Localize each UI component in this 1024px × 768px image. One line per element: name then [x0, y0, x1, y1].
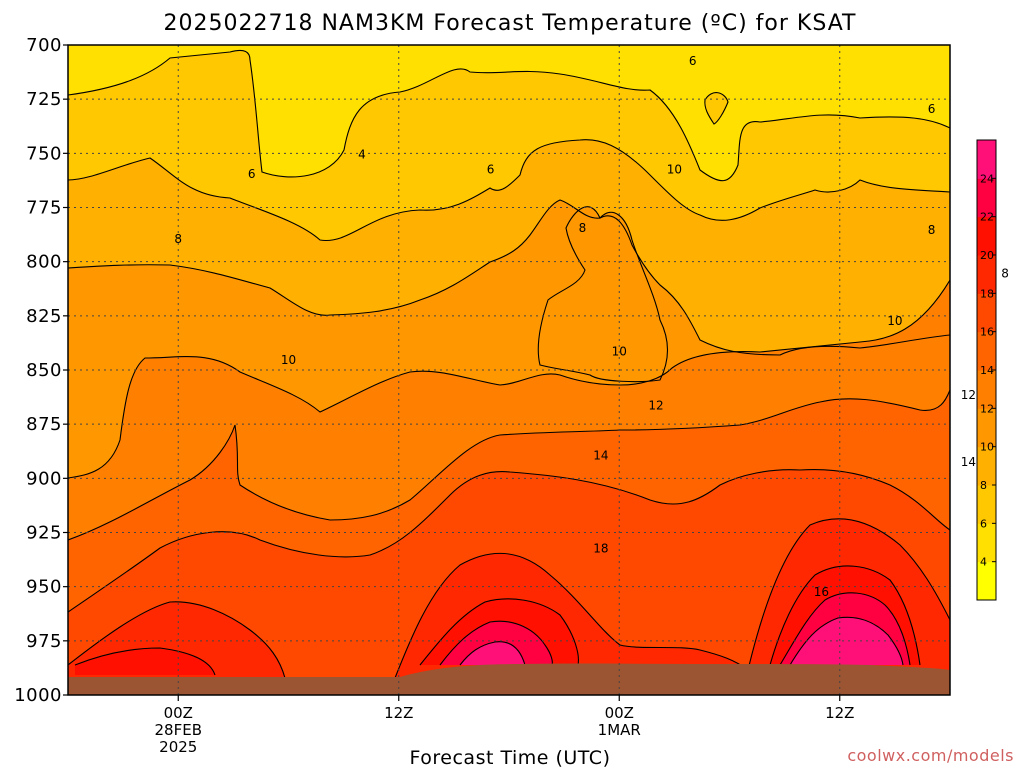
contour-label: 8: [579, 221, 587, 235]
colorbar-swatch: [977, 331, 996, 371]
y-tick-label: 775: [26, 198, 62, 219]
x-tick-label: 28FEB: [155, 721, 202, 739]
colorbar-swatch: [977, 255, 996, 294]
band-6-8-island: [704, 92, 728, 124]
contour-label: 16: [814, 585, 829, 599]
x-tick-label: 2025: [159, 738, 197, 756]
contour-label: 14: [593, 449, 608, 463]
contour-label: 10: [887, 314, 902, 328]
colorbar-swatch: [977, 370, 996, 409]
colorbar-swatch: [977, 140, 996, 179]
y-tick-label: 875: [26, 414, 62, 435]
colorbar-swatch: [977, 178, 996, 218]
colorbar-label: 16: [980, 326, 994, 339]
y-tick-label: 850: [26, 360, 62, 381]
y-tick-label: 750: [26, 143, 62, 164]
contour-label: 4: [358, 147, 366, 161]
contour-label: 6: [689, 54, 697, 68]
colorbar-swatch: [977, 446, 996, 486]
contour-label: 6: [248, 167, 256, 181]
band-20-22: [75, 565, 920, 675]
plot-area: [68, 45, 950, 695]
colorbar-label: 6: [980, 517, 987, 530]
colorbar-label: 10: [980, 441, 994, 454]
x-axis-label: Forecast Time (UTC): [410, 747, 611, 768]
y-tick-label: 950: [26, 577, 62, 598]
contour-lines: [68, 49, 950, 679]
y-axis: 700 725 750 775 800 825 850 875 900 925 950 975 1000: [14, 35, 68, 706]
colorbar-swatch: [977, 408, 996, 448]
colorbar-swatch: [977, 561, 996, 601]
y-tick-label: 925: [26, 523, 62, 544]
y-tick-label: 725: [26, 89, 62, 110]
x-tick-label: 00Z: [164, 704, 193, 722]
colorbar-label: 8: [980, 479, 987, 492]
contour-label: 10: [667, 163, 682, 177]
surface-terrain-rise: [400, 663, 950, 680]
contour-label: 6: [487, 163, 495, 177]
contour-label: 18: [593, 542, 608, 556]
contour-label: 8: [174, 232, 182, 246]
contour-label: 12: [961, 388, 976, 402]
contour-label: 10: [281, 353, 296, 367]
y-tick-label: 975: [26, 631, 62, 652]
colorbar-swatch: [977, 293, 996, 333]
colorbar-label: 22: [980, 211, 994, 224]
surface-terrain: [68, 677, 950, 695]
colorbar-label: 4: [980, 556, 987, 569]
y-tick-label: 900: [26, 468, 62, 489]
contour-labels: 4 6 6 6 6 8 8 8 8 10 10 10 10 12 12 14 14 16 18: [174, 54, 1009, 599]
y-tick-label: 800: [26, 252, 62, 273]
chart-title: 2025022718 NAM3KM Forecast Temperature (…: [164, 11, 857, 36]
colorbar-label: 14: [980, 364, 994, 377]
x-tick-label: 12Z: [384, 704, 413, 722]
band-22-24: [440, 592, 910, 665]
colorbar-label: 24: [980, 172, 994, 185]
x-tick-label: 12Z: [825, 704, 854, 722]
colorbar-swatch: [977, 485, 996, 524]
x-tick-label: 00Z: [605, 704, 634, 722]
band-24-26: [460, 617, 903, 665]
colorbar-label: 20: [980, 249, 994, 262]
x-axis: 00Z28FEB202512Z00Z1MAR12Z00Z2MAR: [155, 695, 854, 756]
contour-label: 8: [928, 223, 936, 237]
contour-label: 12: [648, 399, 663, 413]
y-tick-label: 700: [26, 35, 62, 56]
credit-text[interactable]: coolwx.com/models: [847, 746, 1014, 765]
grid-lines: [68, 45, 950, 695]
contour-label: 6: [928, 102, 936, 116]
colorbar: 4 6 8 10 12 14 16 18 20 22 24: [976, 139, 997, 601]
contour-label: 14: [961, 455, 976, 469]
contour-label: 10: [612, 345, 627, 359]
colorbar-swatch: [977, 216, 996, 256]
colorbar-swatch: [977, 523, 996, 563]
colorbar-label: 18: [980, 287, 994, 300]
contour-label: 8: [1001, 267, 1009, 281]
y-tick-label: 1000: [14, 685, 62, 706]
colorbar-label: 12: [980, 402, 994, 415]
x-tick-label: 1MAR: [598, 721, 641, 739]
y-tick-label: 825: [26, 306, 62, 327]
